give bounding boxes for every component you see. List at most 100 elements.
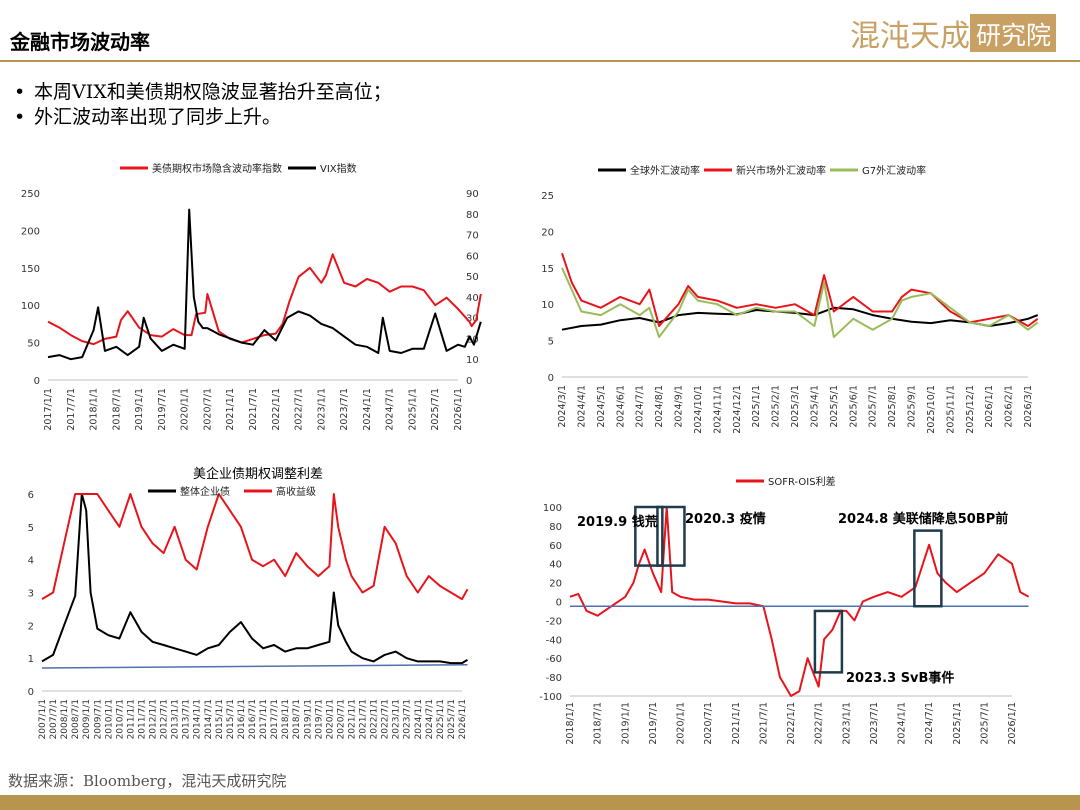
x-tick-label: 2024/9/1: [674, 385, 685, 428]
x-tick-label: 2026/1/1: [984, 385, 995, 428]
x-tick-label: 2024/7/1: [924, 702, 935, 745]
x-tick-label: 2021/7/1: [758, 702, 769, 745]
x-tick-label: 2022/7/1: [381, 699, 391, 739]
x-tick-label: 2020/7/1: [202, 388, 213, 431]
x-tick-label: 2023/1/1: [841, 702, 852, 745]
x-tick-label: 2015/1/1: [215, 699, 225, 739]
y-tick-label: 15: [541, 264, 554, 275]
x-tick-label: 2015/7/1: [226, 699, 236, 739]
chart-title: 美企业债期权调整利差: [193, 466, 323, 482]
annotation-box: [813, 609, 844, 674]
y-tick-label: 200: [21, 226, 40, 237]
x-tick-label: 2019/1/1: [134, 388, 145, 431]
x-tick-label: 2026/1/1: [458, 699, 468, 739]
x-tick-label: 2018/1/1: [89, 388, 100, 431]
annotation-label: 2023.3 SvB事件: [846, 670, 954, 686]
legend-label: VIX指数: [320, 162, 357, 175]
y-tick-label: 50: [27, 339, 40, 350]
y-tick-label: -40: [546, 635, 562, 646]
x-tick-label: 2025/12/1: [965, 385, 976, 434]
source-note: 数据来源：Bloomberg，混沌天成研究院: [8, 772, 287, 790]
x-tick-label: 2020/7/1: [703, 702, 714, 745]
x-tick-label: 2017/7/1: [270, 699, 280, 739]
logo-text: 混沌天成: [850, 19, 970, 54]
chart-corp-bond-oas: 美企业债期权调整利差 0 1 2 3 4 5 6 2007/1/1 2007/7/1 2008/1/…: [28, 466, 469, 739]
y-right-tick-label: 70: [466, 231, 479, 242]
y-tick-label: 0: [34, 376, 40, 387]
x-tick-label: 2014/1/1: [193, 699, 203, 739]
x-tick-label: 2025/1/1: [436, 699, 446, 739]
x-tick-label: 2013/7/1: [182, 699, 192, 739]
x-tick-label: 2018/7/1: [292, 699, 302, 739]
x-tick-label: 2011/1/1: [126, 699, 136, 739]
x-tick-label: 2018/1/1: [565, 702, 576, 745]
x-tick-label: 2024/10/1: [693, 385, 704, 434]
legend-label: 美债期权市场隐含波动率指数: [152, 162, 282, 175]
y-tick-label: 100: [21, 301, 40, 312]
x-tick-label: 2019/1/1: [620, 702, 631, 745]
x-tick-label: 2016/7/1: [248, 699, 258, 739]
x-tick-label: 2024/6/1: [615, 385, 626, 428]
x-tick-label: 2025/7/1: [430, 388, 441, 431]
x-tick-label: 2025/6/1: [848, 385, 859, 428]
x-tick-label: 2025/7/1: [868, 385, 879, 428]
bullet-list: 本周VIX和美债期权隐波显著抬升至高位； 外汇波动率出现了同步上升。: [10, 80, 392, 130]
x-tick-label: 2007/7/1: [49, 699, 59, 739]
x-tick-label: 2024/1/1: [897, 702, 908, 745]
series-line: [41, 493, 469, 601]
legend-label: G7外汇波动率: [862, 164, 926, 177]
x-tick-label: 2025/10/1: [926, 385, 937, 434]
y-tick-label: 20: [549, 579, 562, 590]
x-tick-label: 2017/1/1: [259, 699, 269, 739]
y-tick-label: 2: [28, 621, 34, 632]
x-tick-label: 2018/7/1: [111, 388, 122, 431]
x-tick-label: 2025/1/1: [952, 702, 963, 745]
y-right-tick-label: 10: [466, 355, 479, 366]
x-tick-label: 2021/1/1: [731, 702, 742, 745]
x-tick-label: 2022/1/1: [786, 702, 797, 745]
x-tick-label: 2014/7/1: [204, 699, 214, 739]
y-tick-label: 250: [21, 189, 40, 200]
x-tick-label: 2025/7/1: [447, 699, 457, 739]
y-right-tick-label: 0: [466, 376, 472, 387]
x-tick-label: 2024/4/1: [576, 385, 587, 428]
x-tick-label: 2025/4/1: [809, 385, 820, 428]
annotation-box: [634, 505, 664, 567]
x-tick-label: 2026/1/1: [1007, 702, 1018, 745]
x-tick-label: 2026/1/1: [453, 388, 464, 431]
x-tick-label: 2012/1/1: [149, 699, 159, 739]
x-tick-label: 2024/7/1: [635, 385, 646, 428]
chart-fx-volatility: 0 5 10 15 20 25 2024/3/1 2024/4/1 2024/5/1 2024/6…: [541, 164, 1039, 434]
logo-text-2: 研究院: [976, 21, 1051, 50]
series-line: [47, 208, 482, 361]
x-tick-label: 2013/1/1: [171, 699, 181, 739]
y-right-tick-label: 60: [466, 251, 479, 262]
annotation-label: 2019.9 钱荒: [577, 514, 658, 530]
x-tick-label: 2025/3/1: [790, 385, 801, 428]
x-tick-label: 2021/1/1: [347, 699, 357, 739]
x-tick-label: 2023/7/1: [339, 388, 350, 431]
x-tick-label: 2017/1/1: [43, 388, 54, 431]
x-tick-label: 2016/1/1: [237, 699, 247, 739]
series-line: [569, 506, 1030, 697]
x-tick-label: 2024/1/1: [362, 388, 373, 431]
y-tick-label: -100: [539, 692, 562, 703]
x-tick-label: 2010/1/1: [104, 699, 114, 739]
y-tick-label: 20: [541, 227, 554, 238]
y-tick-label: 10: [541, 300, 554, 311]
x-tick-label: 2025/11/1: [945, 385, 956, 434]
x-tick-label: 2019/7/1: [648, 702, 659, 745]
x-tick-label: 2018/1/1: [281, 699, 291, 739]
legend-label: 高收益级: [276, 485, 316, 498]
y-tick-label: 0: [548, 373, 554, 384]
y-tick-label: 1: [28, 654, 34, 665]
x-tick-label: 2008/7/1: [71, 699, 81, 739]
series-line: [47, 253, 482, 346]
y-tick-label: 60: [549, 541, 562, 552]
reference-line: [41, 663, 468, 669]
y-tick-label: -60: [546, 654, 562, 665]
chart-treasury-vix: 05010015020025001020304050607080902017/1…: [21, 162, 482, 431]
y-right-tick-label: 30: [466, 314, 479, 325]
chart-sofr-ois: -100 -80 -60 -40 -20 0 20 40 60 80 100 2018/1/1 2018…: [539, 475, 1030, 745]
y-tick-label: 80: [549, 522, 562, 533]
